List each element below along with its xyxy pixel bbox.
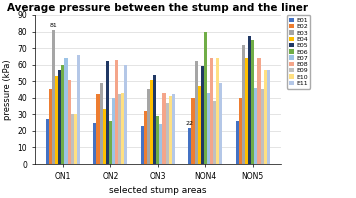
Y-axis label: pressure (kPa): pressure (kPa) bbox=[3, 59, 12, 120]
Bar bbox=[124, 65, 127, 164]
Bar bbox=[118, 94, 121, 164]
Bar bbox=[242, 45, 245, 164]
Bar bbox=[239, 98, 242, 164]
Bar bbox=[216, 58, 219, 164]
Bar bbox=[188, 128, 192, 164]
Bar bbox=[121, 93, 124, 164]
Bar bbox=[261, 89, 264, 164]
Bar bbox=[207, 93, 210, 164]
Title: Average pressure between the stump and the liner: Average pressure between the stump and t… bbox=[7, 3, 308, 13]
Bar bbox=[109, 121, 112, 164]
Bar bbox=[144, 111, 147, 164]
Bar bbox=[213, 101, 216, 164]
Bar bbox=[201, 66, 204, 164]
Bar bbox=[74, 114, 77, 164]
Bar bbox=[210, 58, 213, 164]
Bar bbox=[192, 98, 194, 164]
Bar bbox=[236, 121, 239, 164]
Bar bbox=[257, 58, 261, 164]
Bar bbox=[46, 119, 49, 164]
Bar bbox=[58, 70, 61, 164]
Bar bbox=[162, 93, 166, 164]
Bar bbox=[77, 55, 80, 164]
Bar bbox=[194, 61, 198, 164]
X-axis label: selected stump areas: selected stump areas bbox=[109, 186, 206, 195]
Bar bbox=[159, 124, 162, 164]
Bar bbox=[198, 86, 201, 164]
Bar bbox=[55, 76, 58, 164]
Bar bbox=[204, 31, 207, 164]
Bar bbox=[153, 75, 156, 164]
Bar bbox=[96, 94, 100, 164]
Bar bbox=[248, 36, 251, 164]
Bar bbox=[100, 83, 103, 164]
Text: 22: 22 bbox=[186, 121, 194, 126]
Bar bbox=[169, 96, 172, 164]
Bar bbox=[166, 103, 169, 164]
Bar bbox=[68, 80, 70, 164]
Bar bbox=[147, 89, 150, 164]
Bar bbox=[61, 65, 64, 164]
Bar bbox=[64, 58, 68, 164]
Bar bbox=[141, 126, 144, 164]
Legend: E01, E02, E03, E04, E05, E06, E07, E08, E09, E10, E11: E01, E02, E03, E04, E05, E06, E07, E08, … bbox=[287, 15, 310, 89]
Bar bbox=[251, 40, 255, 164]
Bar bbox=[103, 109, 106, 164]
Bar bbox=[156, 116, 159, 164]
Text: 81: 81 bbox=[50, 23, 58, 28]
Bar bbox=[264, 70, 267, 164]
Bar bbox=[150, 80, 153, 164]
Bar bbox=[93, 123, 96, 164]
Bar bbox=[245, 58, 248, 164]
Bar bbox=[112, 98, 115, 164]
Bar bbox=[70, 114, 74, 164]
Bar bbox=[52, 30, 55, 164]
Bar bbox=[106, 61, 109, 164]
Bar bbox=[172, 94, 175, 164]
Bar bbox=[219, 83, 222, 164]
Bar bbox=[267, 70, 270, 164]
Bar bbox=[49, 89, 52, 164]
Bar bbox=[255, 88, 257, 164]
Bar bbox=[115, 60, 118, 164]
